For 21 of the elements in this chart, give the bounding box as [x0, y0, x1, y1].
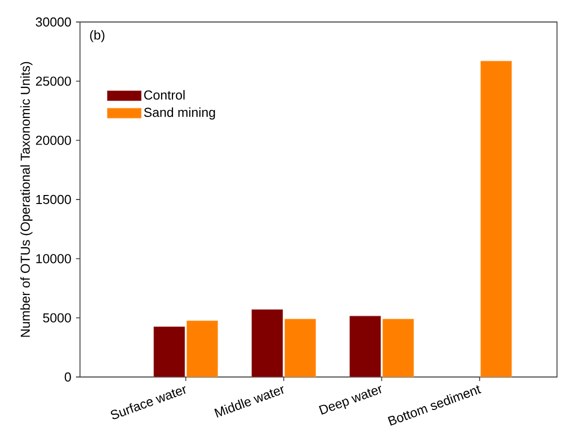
y-tick-label: 5000	[43, 313, 71, 322]
legend-label: Control	[144, 90, 185, 100]
y-tick-label: 15000	[36, 194, 71, 204]
bar	[154, 326, 186, 377]
y-tick-label: 0	[64, 372, 71, 382]
y-tick-label: 20000	[36, 136, 71, 145]
bar	[186, 320, 218, 377]
bar	[284, 318, 316, 377]
y-tick-label: 25000	[36, 76, 71, 86]
y-tick-label: 10000	[36, 254, 71, 264]
bar	[382, 318, 414, 377]
annotation: (b)	[90, 30, 104, 42]
bar	[349, 316, 381, 377]
x-tick-label: Deep water	[318, 386, 382, 415]
bar	[480, 60, 512, 377]
x-tick-label: Surface water	[110, 386, 186, 420]
y-axis-title: Number of OTUs (Operational Taxonomic Units)	[20, 62, 32, 337]
x-tick-label: Middle water	[214, 386, 284, 418]
bar	[251, 309, 283, 377]
legend-label: Sand mining	[144, 107, 215, 120]
y-tick-label: 30000	[36, 17, 71, 27]
